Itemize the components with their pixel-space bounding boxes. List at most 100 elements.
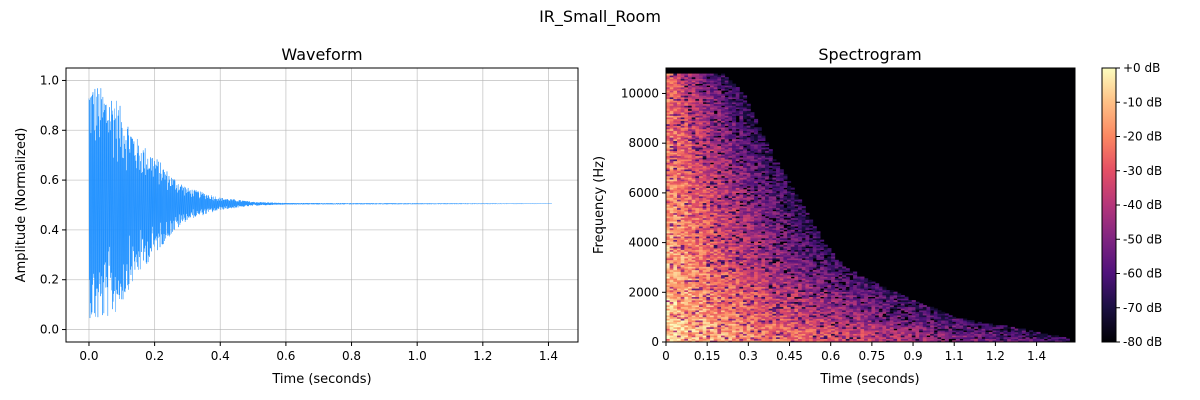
spectrogram-cell	[867, 333, 872, 336]
spectrogram-cell	[783, 221, 788, 224]
spectrogram-cell	[886, 331, 891, 334]
spectrogram-cell	[790, 318, 795, 321]
spectrogram-cell	[776, 266, 781, 269]
spectrogram-cell	[739, 273, 744, 276]
spectrogram-cell	[919, 328, 924, 331]
spectrogram-cell	[717, 283, 722, 286]
spectrogram-cell	[816, 321, 821, 324]
spectrogram-cell	[768, 248, 773, 251]
spectrogram-cell	[787, 335, 792, 338]
spectrogram-cell	[702, 209, 707, 212]
spectrogram-cell	[699, 256, 704, 259]
spectrogram-cell	[779, 340, 784, 342]
spectrogram-cell	[717, 315, 722, 318]
spectrogram-cell	[798, 259, 803, 262]
spectrogram-cell	[955, 333, 960, 336]
spectrogram-cell	[732, 266, 737, 269]
spectrogram-cell	[680, 279, 685, 282]
spectrogram-cell	[688, 219, 693, 222]
spectrogram-cell	[765, 221, 770, 224]
spectrogram-cell	[772, 316, 777, 319]
spectrogram-cell	[717, 211, 722, 214]
spectrogram-cell	[728, 253, 733, 256]
spectrogram-cell	[779, 305, 784, 308]
spectrogram-cell	[702, 232, 707, 235]
spectrogram-cell	[706, 301, 711, 304]
spectrogram-cell	[724, 211, 729, 214]
spectrogram-cell	[765, 318, 770, 321]
spectrogram-cell	[717, 243, 722, 245]
spectrogram-cell	[798, 296, 803, 299]
spectrogram-cell	[666, 298, 671, 301]
spectrogram-cell	[768, 290, 773, 292]
spectrogram-cell	[790, 234, 795, 237]
spectrogram-cell	[871, 316, 876, 319]
spectrogram-cell	[695, 232, 700, 235]
spectrogram-cell	[765, 236, 770, 239]
spectrogram-cell	[966, 335, 971, 338]
spectrogram-cell	[680, 290, 685, 292]
spectrogram-cell	[743, 202, 748, 205]
spectrogram-cell	[702, 278, 707, 281]
spectrogram-cell	[669, 227, 674, 230]
spectrogram-cell	[772, 227, 777, 230]
spectrogram-cell	[691, 264, 696, 267]
spectrogram-cell	[963, 323, 968, 326]
spectrogram-cell	[838, 330, 843, 333]
spectrogram-cell	[721, 194, 726, 197]
spectrogram-cell	[809, 333, 814, 336]
spectrogram-cell	[915, 328, 920, 331]
spectrogram-cell	[999, 336, 1004, 339]
spectrogram-cell	[721, 207, 726, 210]
spectrogram-cell	[820, 338, 825, 341]
spectrogram-cell	[732, 313, 737, 316]
spectrogram-cell	[721, 268, 726, 271]
spectrogram-cell	[673, 305, 678, 308]
spectrogram-cell	[691, 296, 696, 299]
waveform-x-tick-label: 0.8	[342, 349, 361, 363]
spectrogram-cell	[713, 305, 718, 308]
spectrogram-cell	[721, 273, 726, 276]
spectrogram-cell	[801, 340, 806, 342]
spectrogram-cell	[889, 336, 894, 339]
spectrogram-cell	[831, 264, 836, 267]
spectrogram-cell	[805, 222, 810, 225]
spectrogram-cell	[897, 340, 902, 342]
spectrogram-cell	[710, 269, 715, 272]
spectrogram-cell	[812, 290, 817, 292]
spectrogram-cell	[743, 328, 748, 331]
spectrogram-cell	[790, 298, 795, 301]
spectrogram-cell	[805, 227, 810, 230]
spectrogram-cell	[669, 207, 674, 210]
spectrogram-cell	[702, 214, 707, 217]
spectrogram-cell	[717, 301, 722, 304]
spectrogram-cell	[809, 232, 814, 235]
spectrogram-cell	[779, 224, 784, 227]
spectrogram-cell	[827, 310, 832, 313]
spectrogram-cell	[783, 274, 788, 277]
spectrogram-cell	[732, 335, 737, 338]
spectrogram-cell	[702, 222, 707, 225]
spectrogram-cell	[761, 340, 766, 342]
spectrogram-cell	[739, 311, 744, 314]
spectrogram-cell	[761, 219, 766, 222]
spectrogram-cell	[680, 308, 685, 311]
spectrogram-cell	[911, 325, 916, 328]
spectrogram-cell	[746, 303, 751, 306]
spectrogram-cell	[695, 321, 700, 324]
spectrogram-cell	[790, 194, 795, 197]
spectrogram-cell	[985, 328, 990, 331]
spectrogram-cell	[750, 246, 755, 249]
spectrogram-cell	[838, 313, 843, 316]
spectrogram-cell	[900, 326, 905, 329]
spectrogram-cell	[677, 308, 682, 311]
spectrogram-cell	[783, 291, 788, 294]
spectrogram-cell	[798, 231, 803, 234]
spectrogram-cell	[794, 336, 799, 339]
spectrogram-cell	[812, 239, 817, 242]
spectrogram-cell	[746, 318, 751, 321]
spectrogram-cell	[809, 266, 814, 269]
spectrogram-cell	[757, 315, 762, 318]
spectrogram-cell	[713, 237, 718, 240]
spectrogram-cell	[805, 258, 810, 261]
